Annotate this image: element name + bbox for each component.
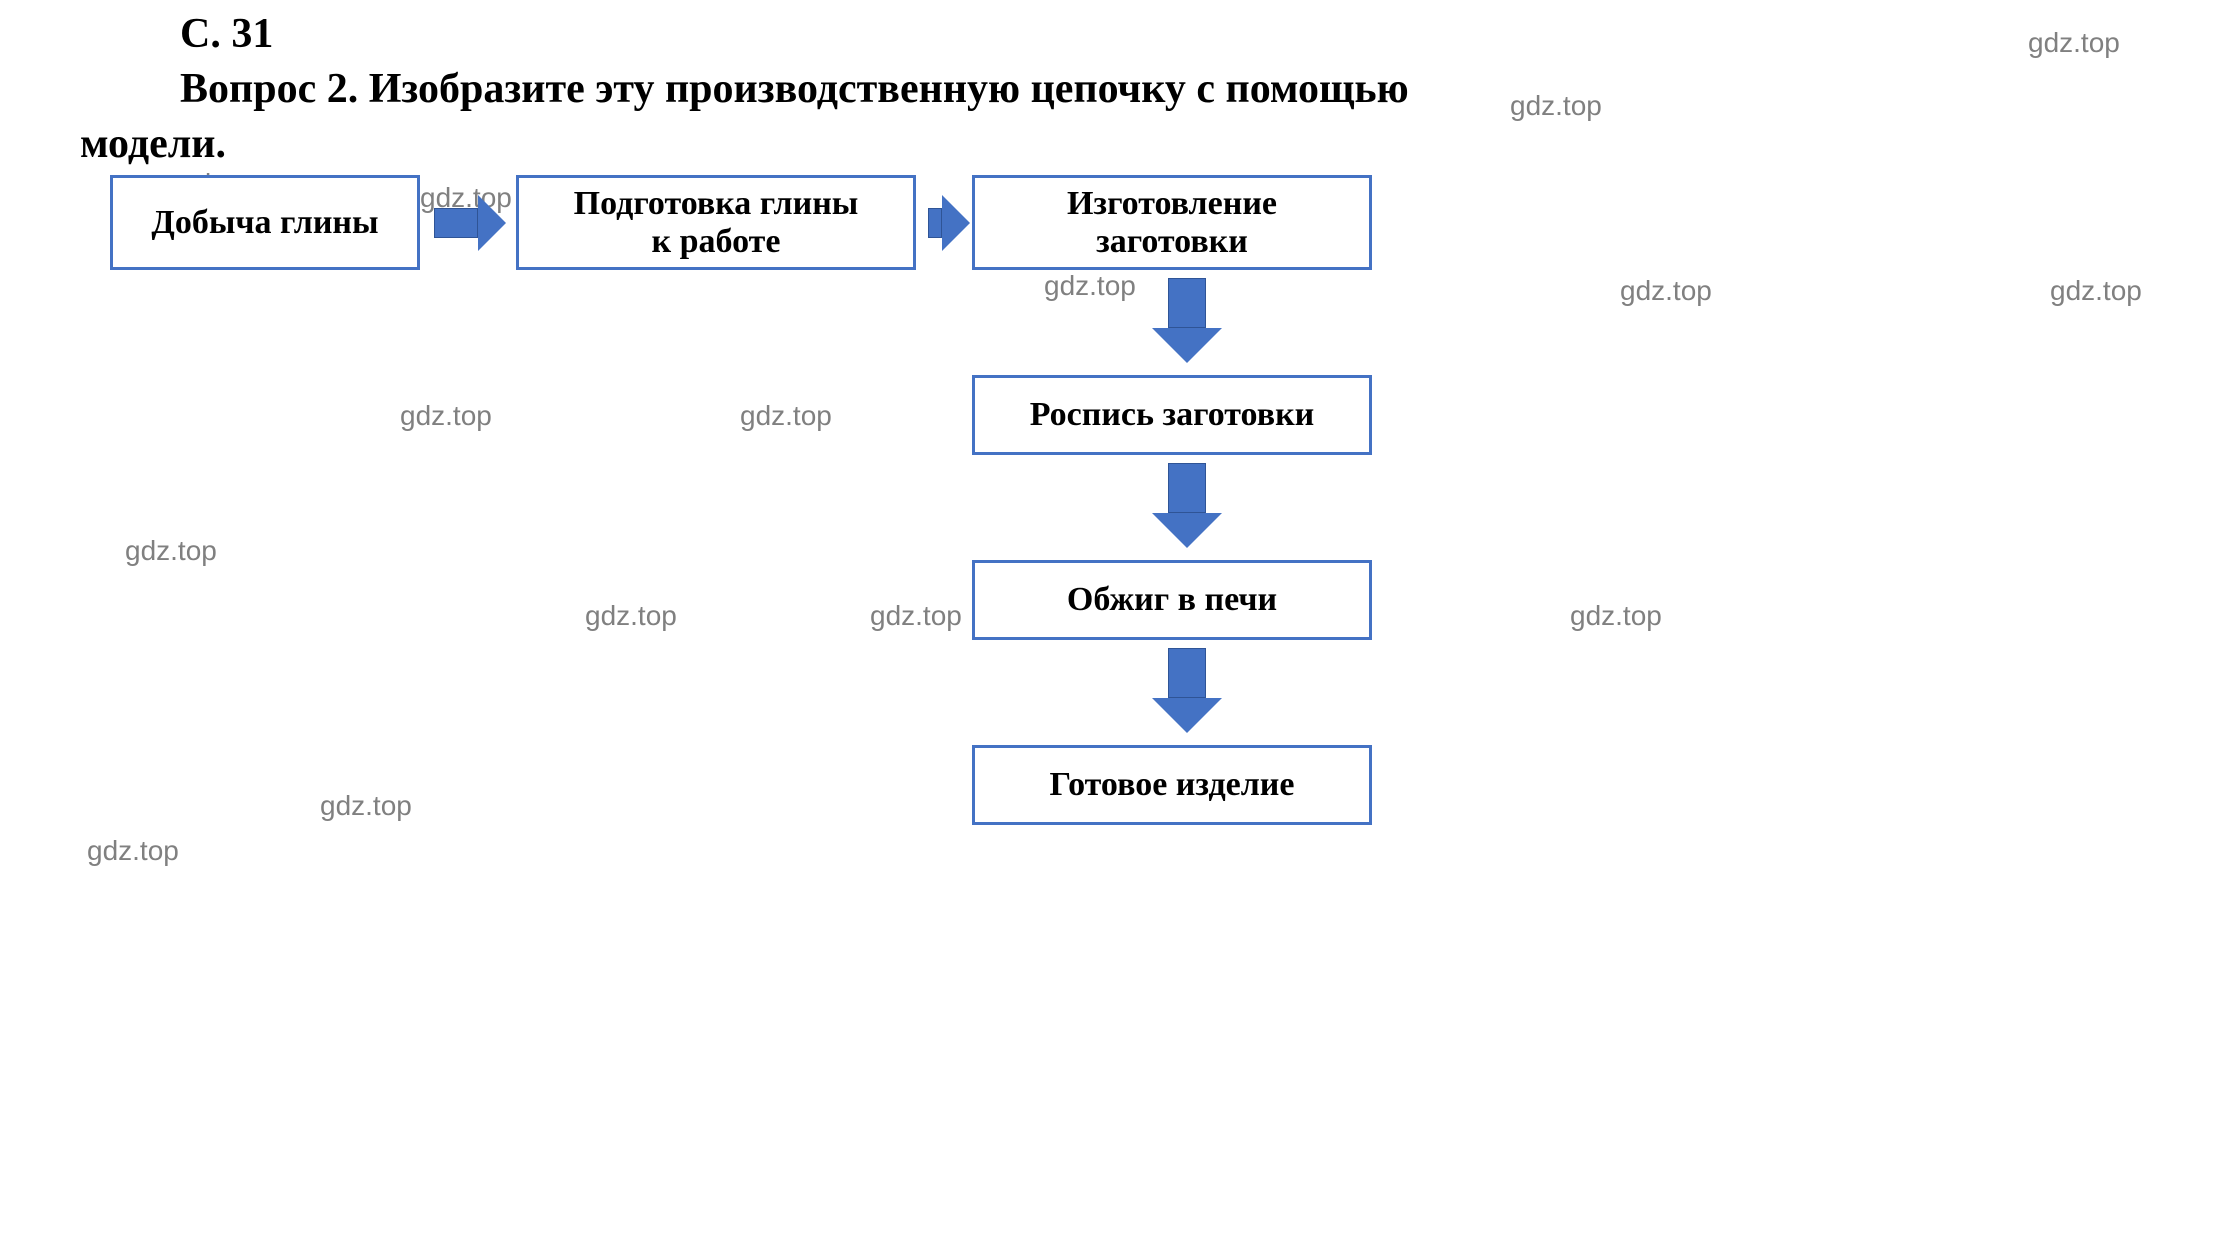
- watermark: gdz.top: [1620, 275, 1712, 307]
- flowchart-node-label: Добыча глины: [151, 204, 378, 242]
- watermark: gdz.top: [400, 400, 492, 432]
- flowchart-node-n6: Готовое изделие: [972, 745, 1372, 825]
- flowchart-node-n2: Подготовка глины к работе: [516, 175, 916, 270]
- watermark: gdz.top: [320, 790, 412, 822]
- flowchart-node-label: Роспись заготовки: [1030, 396, 1315, 434]
- flowchart-node-n4: Роспись заготовки: [972, 375, 1372, 455]
- watermark: gdz.top: [1510, 90, 1602, 122]
- watermark: gdz.top: [585, 600, 677, 632]
- watermark: gdz.top: [125, 535, 217, 567]
- watermark: gdz.top: [87, 835, 179, 867]
- flowchart-node-n3: Изготовление заготовки: [972, 175, 1372, 270]
- question-text: Вопрос 2. Изобразите эту производственну…: [80, 62, 1460, 171]
- flowchart-node-n5: Обжиг в печи: [972, 560, 1372, 640]
- watermark: gdz.top: [740, 400, 832, 432]
- watermark: gdz.top: [2028, 27, 2120, 59]
- watermark: gdz.top: [870, 600, 962, 632]
- page-reference: С. 31: [180, 10, 273, 58]
- flowchart-node-label: Обжиг в печи: [1067, 581, 1277, 619]
- watermark: gdz.top: [2050, 275, 2142, 307]
- watermark: gdz.top: [1044, 270, 1136, 302]
- flowchart-node-label: Подготовка глины к работе: [574, 185, 859, 261]
- question-prefix: Вопрос 2.: [180, 66, 369, 112]
- flowchart-node-label: Готовое изделие: [1049, 766, 1294, 804]
- flowchart-node-label: Изготовление заготовки: [1067, 185, 1277, 261]
- flowchart-node-n1: Добыча глины: [110, 175, 420, 270]
- watermark: gdz.top: [1570, 600, 1662, 632]
